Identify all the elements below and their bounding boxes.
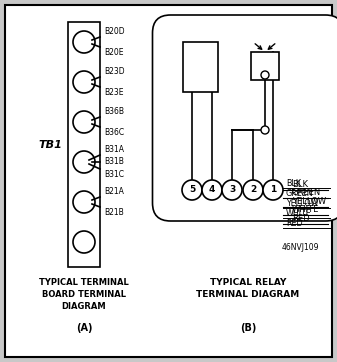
Text: YELLOW: YELLOW xyxy=(286,198,318,207)
Circle shape xyxy=(202,180,222,200)
Bar xyxy=(68,22,100,267)
Circle shape xyxy=(222,180,242,200)
Text: 4: 4 xyxy=(209,185,215,194)
Text: RED: RED xyxy=(286,219,303,227)
Text: B20E: B20E xyxy=(104,48,123,57)
Text: B23D: B23D xyxy=(104,67,125,76)
Text: BLK: BLK xyxy=(286,178,301,188)
Text: 5: 5 xyxy=(189,185,195,194)
Text: B31B: B31B xyxy=(104,157,124,167)
Circle shape xyxy=(73,231,95,253)
Text: WHITE: WHITE xyxy=(286,209,312,218)
Text: (A): (A) xyxy=(76,323,92,333)
Text: RED: RED xyxy=(292,214,310,223)
Text: 1: 1 xyxy=(270,185,276,194)
Text: TYPICAL RELAY
TERMINAL DIAGRAM: TYPICAL RELAY TERMINAL DIAGRAM xyxy=(196,278,300,299)
Text: B31A: B31A xyxy=(104,145,124,154)
Circle shape xyxy=(73,31,95,53)
Text: GREEN: GREEN xyxy=(286,189,314,198)
Circle shape xyxy=(243,180,263,200)
FancyBboxPatch shape xyxy=(153,15,337,221)
Text: TB1: TB1 xyxy=(38,139,62,150)
Text: (B): (B) xyxy=(240,323,256,333)
Circle shape xyxy=(261,71,269,79)
Circle shape xyxy=(73,111,95,133)
Text: GREEN: GREEN xyxy=(292,188,321,197)
Text: B21A: B21A xyxy=(104,187,124,196)
Circle shape xyxy=(261,126,269,134)
Circle shape xyxy=(182,180,202,200)
Circle shape xyxy=(73,191,95,213)
Text: B31C: B31C xyxy=(104,170,124,179)
Bar xyxy=(251,52,279,80)
Text: B23E: B23E xyxy=(104,88,123,97)
Text: BLK: BLK xyxy=(292,180,308,189)
Text: B36C: B36C xyxy=(104,128,124,137)
Text: YELLOW: YELLOW xyxy=(292,197,326,206)
Text: B20D: B20D xyxy=(104,27,125,36)
Text: B36B: B36B xyxy=(104,107,124,116)
Bar xyxy=(183,42,218,92)
Circle shape xyxy=(73,151,95,173)
Text: 3: 3 xyxy=(229,185,235,194)
Text: 46NVJ109: 46NVJ109 xyxy=(281,243,319,252)
Text: 2: 2 xyxy=(250,185,256,194)
Text: WHITE: WHITE xyxy=(292,205,319,214)
Circle shape xyxy=(263,180,283,200)
Circle shape xyxy=(73,71,95,93)
Text: TYPICAL TERMINAL
BOARD TERMINAL
DIAGRAM: TYPICAL TERMINAL BOARD TERMINAL DIAGRAM xyxy=(39,278,129,311)
Text: B21B: B21B xyxy=(104,208,124,217)
